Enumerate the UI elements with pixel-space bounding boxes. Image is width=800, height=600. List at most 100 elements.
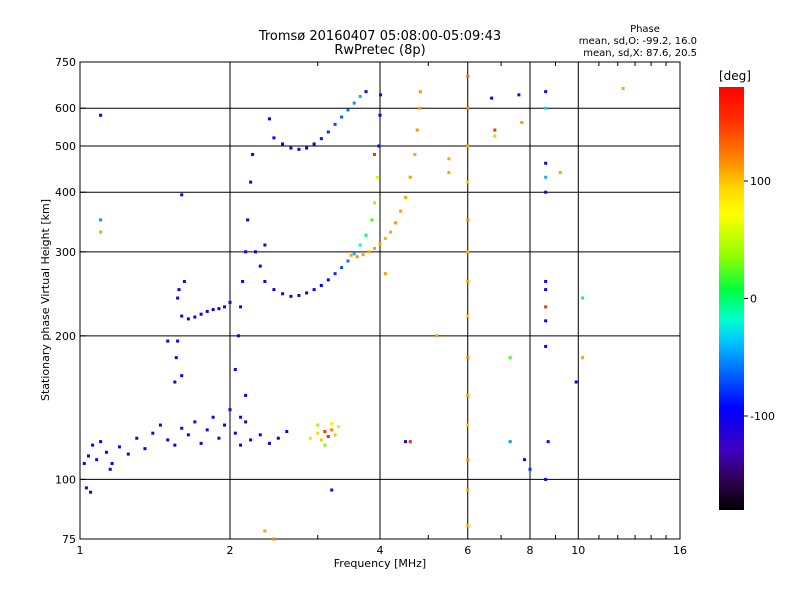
- phase-stats-o: mean, sd,O: -99.2, 16.0: [579, 36, 697, 47]
- data-point: [211, 415, 215, 419]
- data-point: [403, 440, 407, 444]
- data-point: [211, 308, 215, 312]
- data-point: [166, 339, 170, 343]
- data-point: [408, 175, 412, 179]
- data-point: [466, 488, 470, 492]
- data-point: [466, 356, 470, 360]
- data-point: [312, 142, 316, 146]
- data-point: [399, 209, 403, 213]
- x-tick-label: 10: [571, 544, 585, 557]
- data-point: [544, 90, 548, 94]
- data-point: [244, 393, 248, 397]
- data-point: [233, 431, 237, 435]
- data-point: [319, 438, 323, 442]
- data-point: [99, 218, 103, 222]
- data-point: [389, 230, 393, 234]
- data-point: [379, 93, 383, 97]
- data-point: [323, 430, 327, 434]
- data-point: [528, 467, 532, 471]
- data-point: [199, 312, 203, 316]
- data-point: [135, 436, 139, 440]
- data-point: [289, 294, 293, 298]
- data-point: [383, 236, 387, 240]
- data-point: [319, 137, 323, 141]
- data-point: [223, 423, 227, 427]
- data-point: [228, 408, 232, 412]
- data-point: [99, 113, 103, 117]
- data-point: [581, 296, 585, 300]
- data-point: [86, 454, 90, 458]
- data-point: [364, 90, 368, 94]
- data-point: [241, 279, 245, 283]
- data-point: [508, 440, 512, 444]
- data-point: [233, 367, 237, 371]
- data-point: [517, 93, 521, 97]
- phase-stats-heading: Phase: [630, 24, 660, 35]
- data-point: [91, 443, 95, 447]
- chart-subtitle: RwPretec (8p): [334, 43, 425, 58]
- x-axis-label: Frequency [MHz]: [334, 557, 426, 570]
- y-axis-label: Stationary phase Virtual Height [km]: [39, 199, 52, 401]
- data-point: [523, 458, 527, 462]
- data-point: [558, 170, 562, 174]
- data-point: [447, 157, 451, 161]
- data-point: [544, 190, 548, 194]
- data-point: [239, 415, 243, 419]
- data-point: [312, 288, 316, 292]
- data-point: [413, 152, 417, 156]
- data-point: [435, 334, 439, 338]
- data-point: [217, 436, 221, 440]
- data-point: [378, 242, 382, 246]
- data-point: [143, 447, 147, 451]
- data-point: [574, 380, 578, 384]
- data-point: [258, 264, 262, 268]
- data-point: [447, 170, 451, 174]
- data-point: [466, 393, 470, 397]
- data-point: [544, 106, 548, 110]
- data-point: [267, 441, 271, 445]
- data-point: [177, 288, 181, 292]
- data-point: [364, 233, 368, 237]
- data-point: [361, 253, 365, 257]
- data-point: [466, 314, 470, 318]
- data-point: [99, 230, 103, 234]
- data-point: [246, 218, 250, 222]
- data-point: [544, 288, 548, 292]
- data-point: [272, 136, 276, 140]
- data-point: [276, 436, 280, 440]
- data-point: [493, 128, 497, 132]
- data-point: [249, 438, 253, 442]
- data-point: [249, 180, 253, 184]
- data-point: [180, 426, 184, 430]
- data-point: [158, 423, 162, 427]
- data-point: [205, 428, 209, 432]
- data-point: [333, 433, 337, 437]
- data-point: [544, 279, 548, 283]
- data-point: [176, 296, 180, 300]
- data-point: [466, 458, 470, 462]
- data-point: [544, 305, 548, 309]
- data-point: [340, 266, 344, 270]
- data-point: [408, 440, 412, 444]
- data-point: [466, 279, 470, 283]
- x-tick-label: 16: [673, 544, 687, 557]
- data-point: [99, 440, 103, 444]
- data-point: [373, 201, 377, 205]
- data-point: [377, 144, 381, 148]
- data-point: [272, 288, 276, 292]
- data-point: [82, 461, 86, 465]
- data-point: [466, 423, 470, 427]
- data-point: [466, 524, 470, 528]
- data-point: [466, 250, 470, 254]
- y-tick-label: 400: [55, 186, 76, 199]
- data-point: [326, 130, 330, 134]
- data-point: [223, 305, 227, 309]
- phase-stats-x: mean, sd,X: 87.6, 20.5: [583, 48, 697, 59]
- data-point: [244, 250, 248, 254]
- x-tick-label: 8: [527, 544, 534, 557]
- data-point: [104, 450, 108, 454]
- data-point: [258, 433, 262, 437]
- data-point: [403, 195, 407, 199]
- data-point: [581, 356, 585, 360]
